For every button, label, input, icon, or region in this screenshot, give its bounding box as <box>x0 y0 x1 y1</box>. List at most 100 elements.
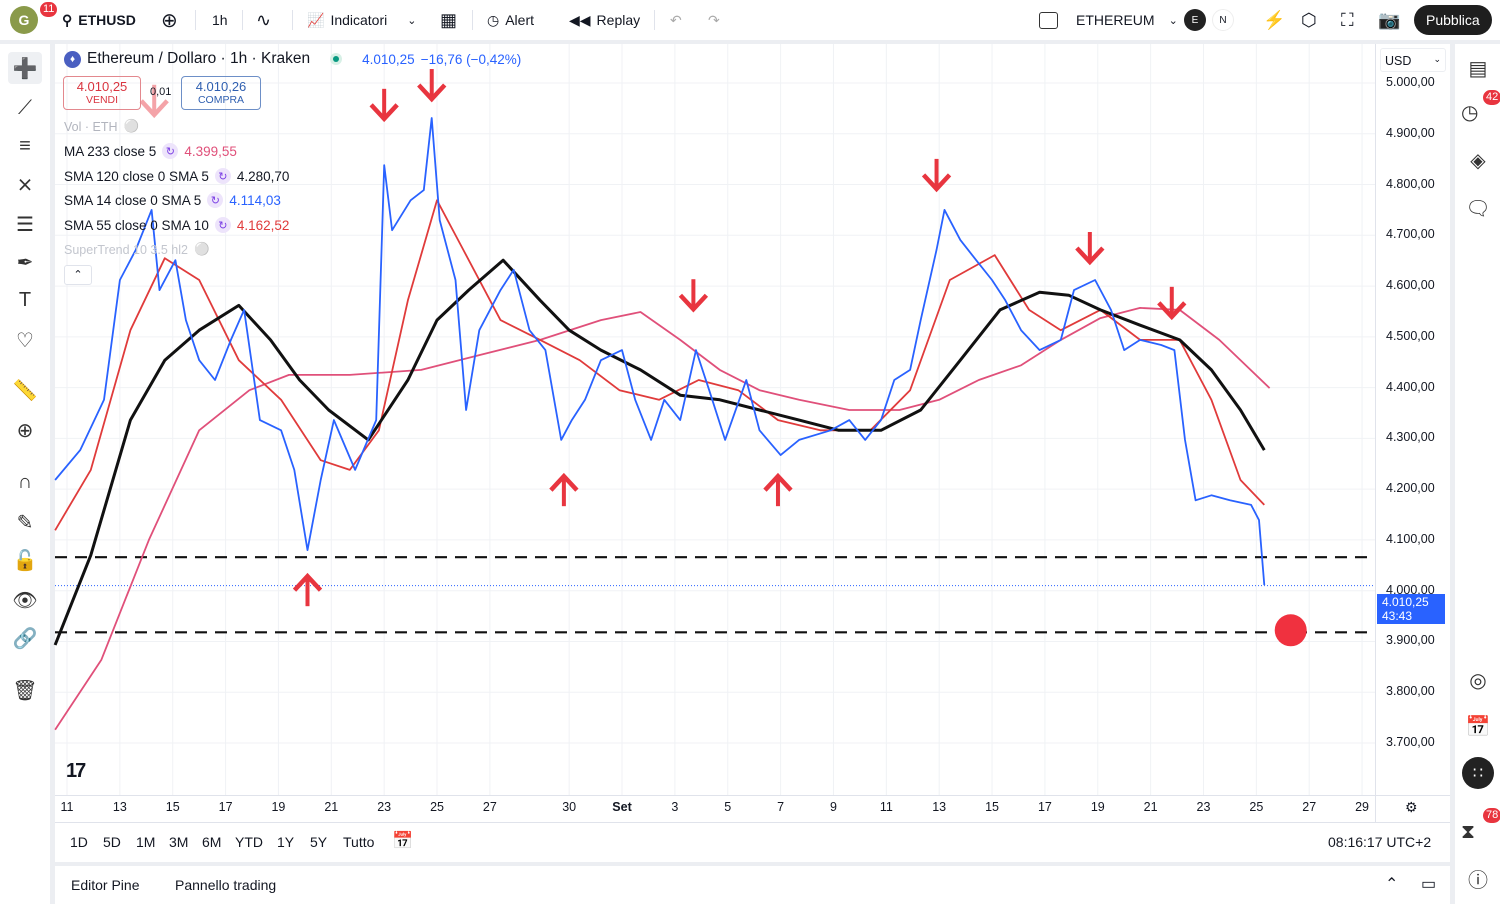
favorites-tool[interactable]: ♡ <box>8 324 42 356</box>
apps-grid-icon: ∷ <box>1462 757 1494 789</box>
forecast-tool[interactable]: ☰ <box>8 208 42 240</box>
range-3m[interactable]: 3M <box>169 834 189 850</box>
range-5d[interactable]: 5D <box>103 834 121 850</box>
fullscreen-button[interactable]: ⛶ <box>1341 0 1354 40</box>
buy-button[interactable]: 4.010,26 COMPRA <box>181 76 261 110</box>
chevron-up-icon[interactable]: ⌃ <box>1385 876 1399 893</box>
calendar-button[interactable]: 📅 <box>1461 710 1495 742</box>
tradingview-logo: 17 <box>66 760 86 782</box>
layouts-button[interactable]: ▦ <box>440 0 457 40</box>
stay-drawing-tool[interactable]: ✎ <box>8 506 42 538</box>
settings-button[interactable]: ⬡ <box>1301 0 1317 40</box>
session-n-button[interactable]: N <box>1212 0 1234 40</box>
quick-search-button[interactable]: ⚡ <box>1263 0 1285 40</box>
screenshot-button[interactable]: 📷 <box>1378 0 1400 40</box>
range-1d[interactable]: 1D <box>70 834 88 850</box>
divider <box>55 822 1450 823</box>
symbol-label: ETHUSD <box>78 12 136 28</box>
link-tool[interactable]: 🔗 <box>8 622 42 654</box>
range-1y[interactable]: 1Y <box>277 834 295 850</box>
interval-button[interactable]: 1h <box>212 0 228 40</box>
chart-type-button[interactable]: ∿ <box>256 0 271 40</box>
buy-price: 4.010,26 <box>195 79 247 94</box>
user-avatar[interactable]: G 11 <box>10 0 58 40</box>
session-e-button[interactable]: E <box>1184 0 1206 40</box>
trendline-tool[interactable]: ⟋ <box>8 92 42 124</box>
object-tree-button[interactable]: ◈ <box>1461 144 1495 176</box>
currency-label: USD <box>1385 54 1412 68</box>
redo-button[interactable]: ↷ <box>708 0 720 40</box>
notification-badge: 11 <box>40 2 58 17</box>
axis-settings-button[interactable]: ⚙ <box>1405 799 1418 816</box>
chat-button[interactable]: 🗨 <box>1461 192 1495 224</box>
tab-trading-panel[interactable]: Pannello trading <box>175 877 277 893</box>
alerts-button[interactable]: ◷ 42 <box>1461 90 1500 128</box>
range-ytd[interactable]: YTD <box>235 834 263 850</box>
indicator-legend-ma233[interactable]: MA 233 close 5 ↻ 4.399,55 <box>64 143 237 159</box>
timezone-clock[interactable]: 08:16:17 UTC+2 <box>1328 834 1432 850</box>
last-price-label: 4.010,25 43:43 <box>1377 594 1445 624</box>
link-icon: 🔗 <box>12 627 38 650</box>
supertrend-legend[interactable]: SuperTrend 10 3.5 hl2 ⚪ <box>64 242 210 257</box>
crosshair-tool[interactable]: ➕ <box>8 52 42 84</box>
time-tick-label: 19 <box>271 800 286 814</box>
lightning-search-icon: ⚡ <box>1263 9 1286 30</box>
watchlist-button[interactable]: ▤ <box>1461 52 1495 84</box>
indicator-value: 4.399,55 <box>184 143 237 159</box>
alert-button[interactable]: ◷ Alert <box>487 0 534 40</box>
indicator-legend-sma14[interactable]: SMA 14 close 0 SMA 5 ↻ 4.114,03 <box>64 192 281 208</box>
layout-square-icon <box>1039 11 1058 29</box>
divider <box>472 10 473 30</box>
range-1m[interactable]: 1M <box>136 834 156 850</box>
ideas-stream-button[interactable]: ⧗ 78 <box>1461 808 1500 848</box>
indicator-value: 4.162,52 <box>236 217 290 233</box>
interval-label: 1h <box>212 12 228 28</box>
gear-icon: ⬡ <box>1301 9 1317 30</box>
compare-button[interactable]: ⊕ <box>161 0 178 40</box>
indicators-icon: 📈 <box>307 11 325 28</box>
price-tick-label: 3.700,00 <box>1386 735 1435 749</box>
collapse-legend-button[interactable]: ⌃ <box>64 265 92 285</box>
range-6m[interactable]: 6M <box>202 834 222 850</box>
chat-icon: 🗨 <box>1465 197 1491 220</box>
horizontal-lines-icon: ≡ <box>19 134 31 157</box>
tab-pine-editor[interactable]: Editor Pine <box>71 877 140 893</box>
publish-button[interactable]: Pubblica <box>1414 5 1492 35</box>
time-tick-label: 25 <box>430 800 444 814</box>
measure-tool[interactable]: 📏 <box>8 374 42 406</box>
currency-select[interactable]: USD ⌄ <box>1380 48 1446 72</box>
apps-button[interactable]: ∷ <box>1461 757 1495 789</box>
indicator-name: SuperTrend 10 3.5 hl2 <box>64 242 188 257</box>
chart-panel[interactable] <box>55 44 1450 862</box>
maximize-panel-icon[interactable]: ▭ <box>1421 876 1437 893</box>
indicator-legend-sma55[interactable]: SMA 55 close 0 SMA 10 ↻ 4.162,52 <box>64 217 289 233</box>
pattern-tool[interactable]: ⨯ <box>8 168 42 200</box>
magnet-icon: ∩ <box>17 470 33 493</box>
replay-button[interactable]: ◀◀ Replay <box>569 0 640 40</box>
brush-tool[interactable]: ✒ <box>8 246 42 278</box>
price-tick-label: 4.500,00 <box>1386 328 1435 343</box>
sell-button[interactable]: 4.010,25 VENDI <box>63 76 141 110</box>
indicator-legend-sma120[interactable]: SMA 120 close 0 SMA 5 ↻ 4.280,70 <box>64 168 289 184</box>
goto-date-button[interactable]: 📅 <box>392 831 413 851</box>
magnet-tool[interactable]: ∩ <box>8 466 42 498</box>
help-button[interactable]: ⓘ <box>1461 862 1495 894</box>
undo-button[interactable]: ↶ <box>670 0 682 40</box>
range-tutto[interactable]: Tutto <box>343 834 375 850</box>
time-axis-border <box>55 795 1450 796</box>
plus-circle-icon: ⊕ <box>161 9 178 32</box>
volume-legend[interactable]: Vol · ETH ⚪ <box>64 119 139 134</box>
symbol-search[interactable]: ⚲ ETHUSD <box>62 0 136 40</box>
text-tool[interactable]: T <box>8 284 42 316</box>
fib-tool[interactable]: ≡ <box>8 130 42 162</box>
zoom-tool[interactable]: ⊕ <box>8 414 42 446</box>
layout-menu[interactable]: ETHEREUM ⌄ <box>1039 0 1178 40</box>
hide-tool[interactable]: 👁 <box>8 584 42 616</box>
indicator-name: SMA 55 close 0 SMA 10 <box>64 217 209 233</box>
help-icon: ⓘ <box>1468 869 1488 892</box>
lock-tool[interactable]: 🔓 <box>8 544 42 576</box>
delete-tool[interactable]: 🗑 <box>8 674 42 706</box>
indicators-button[interactable]: 📈 Indicatori ⌄ <box>307 0 416 40</box>
range-5y[interactable]: 5Y <box>310 834 328 850</box>
target-button[interactable]: ◎ <box>1461 664 1495 696</box>
